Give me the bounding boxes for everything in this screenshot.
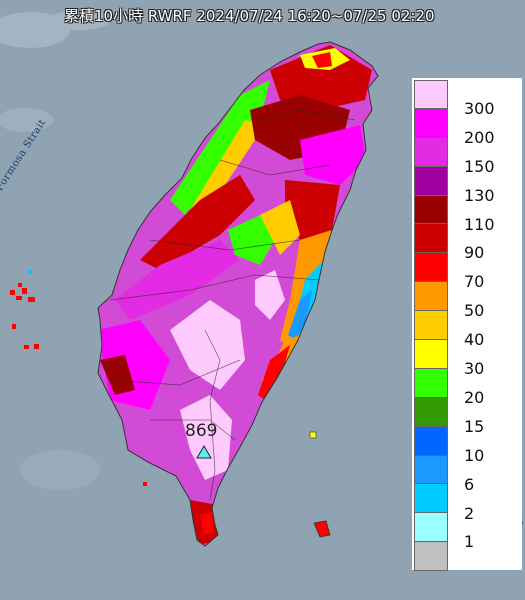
- legend-swatch: [414, 166, 448, 196]
- max-rainfall-label: 869: [185, 421, 218, 441]
- legend-label: 15: [464, 416, 485, 436]
- green-island: [309, 431, 317, 439]
- legend-swatch: [414, 80, 448, 109]
- small-islet: [143, 482, 147, 486]
- legend-swatch: [414, 340, 448, 369]
- legend-swatch: [414, 455, 448, 485]
- legend-label: 130: [464, 185, 495, 205]
- legend-color-bar: [414, 80, 448, 572]
- legend-swatch: [414, 224, 448, 254]
- legend-label: 10: [464, 445, 485, 465]
- legend-label: 200: [464, 127, 495, 147]
- legend-swatch: [414, 484, 448, 514]
- legend-label: 300: [464, 98, 495, 118]
- penghu-islands: [10, 270, 39, 349]
- legend-label: 30: [464, 359, 485, 378]
- legend-label: 2: [464, 503, 475, 523]
- legend-swatch: [414, 311, 448, 341]
- rainfall-legend: 300 200 150 130 110 90 70 50 40 30 20 15 10 6 2 1: [412, 78, 522, 572]
- legend-label: 90: [464, 243, 485, 263]
- legend-label: 50: [464, 301, 485, 321]
- legend-label: 40: [464, 330, 485, 350]
- legend-label: 6: [464, 474, 475, 494]
- station-marker-icon: [196, 445, 212, 459]
- legend-label: 150: [464, 156, 495, 176]
- legend-label: 1: [464, 532, 475, 552]
- legend-swatch: [414, 397, 448, 427]
- legend-swatch: [414, 368, 448, 398]
- map-title: 累積10小時 RWRF 2024/07/24 16:20~07/25 02:20: [64, 7, 435, 25]
- taiwan-island: [97, 41, 379, 547]
- legend-swatch: [414, 108, 448, 138]
- legend-swatch: [414, 426, 448, 456]
- legend-swatch: [414, 542, 448, 572]
- legend-swatch: [414, 282, 448, 312]
- legend-swatch: [414, 137, 448, 167]
- legend-swatch: [414, 513, 448, 543]
- legend-swatch: [414, 253, 448, 283]
- legend-label: 20: [464, 387, 485, 407]
- legend-label: 110: [464, 214, 495, 234]
- legend-swatch: [414, 195, 448, 225]
- orchid-island: [313, 520, 331, 538]
- legend-label: 70: [464, 272, 485, 292]
